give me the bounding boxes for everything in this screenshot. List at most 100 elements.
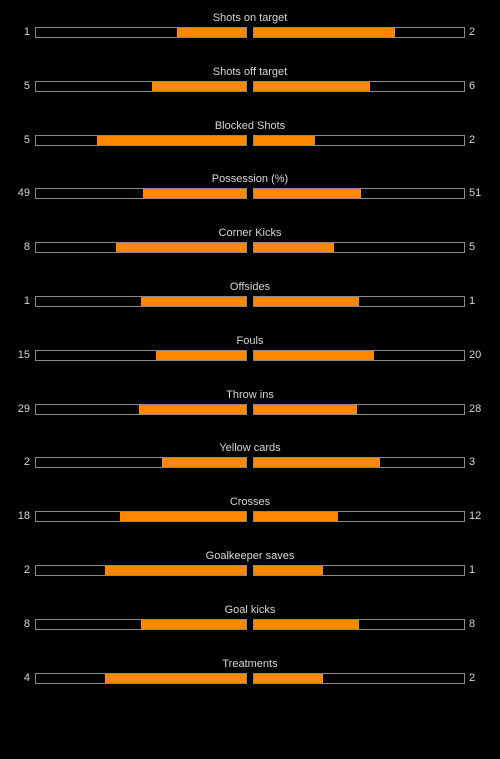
away-value: 6 [469, 79, 476, 92]
stat-row: Offsides 1 1 [0, 281, 500, 335]
stat-label: Fouls [236, 334, 264, 347]
away-bar [253, 511, 465, 523]
away-bar-fill [254, 28, 395, 37]
home-value: 29 [17, 402, 30, 415]
home-value: 1 [23, 26, 30, 38]
away-bar-fill [254, 135, 315, 145]
home-bar [35, 403, 247, 415]
stat-row: Crosses 18 12 [0, 496, 500, 550]
stat-label: Offsides [229, 280, 271, 293]
home-value: 5 [23, 79, 30, 92]
home-bar-fill [115, 243, 246, 253]
stat-row: Throw ins 29 28 [0, 389, 500, 443]
away-value: 28 [469, 402, 482, 415]
stat-row: Shots on target 1 2 [0, 12, 500, 66]
home-bar-fill [151, 81, 246, 91]
away-value: 3 [469, 456, 476, 469]
home-value: 2 [23, 563, 30, 576]
home-bar-fill [141, 296, 246, 306]
home-bar [35, 80, 247, 92]
away-bar-fill [254, 296, 359, 306]
home-bar-fill [120, 512, 246, 522]
away-bar-fill [254, 512, 338, 522]
away-value: 12 [469, 510, 482, 523]
home-bar [35, 564, 247, 576]
home-bar-fill [105, 673, 246, 683]
away-bar [253, 618, 465, 630]
away-bar-fill [254, 673, 324, 683]
away-value: 1 [469, 294, 476, 307]
home-value: 18 [17, 510, 30, 523]
stat-row: Corner Kicks 8 5 [0, 227, 500, 281]
away-bar-fill [254, 189, 362, 199]
away-bar [253, 80, 465, 92]
stat-label: Crosses [229, 496, 271, 509]
away-bar-fill [254, 565, 324, 575]
away-bar [253, 27, 465, 38]
away-bar [253, 564, 465, 576]
away-bar-fill [254, 404, 357, 414]
home-value: 8 [23, 241, 30, 254]
home-bar-fill [141, 619, 246, 629]
match-stats-panel: Shots on target 1 2 Shots off target 5 6… [0, 12, 500, 712]
stat-label: Goalkeeper saves [205, 549, 295, 562]
away-bar [253, 457, 465, 469]
home-bar-fill [155, 350, 246, 360]
away-value: 20 [469, 348, 482, 361]
stat-row: Treatments 4 2 [0, 658, 500, 712]
home-value: 4 [23, 671, 30, 684]
stat-label: Shots on target [212, 12, 288, 24]
away-bar-fill [254, 458, 380, 468]
home-bar-fill [162, 458, 246, 468]
stat-label: Corner Kicks [218, 227, 282, 240]
home-bar [35, 618, 247, 630]
home-bar [35, 511, 247, 523]
stat-row: Goalkeeper saves 2 1 [0, 550, 500, 604]
home-bar [35, 27, 247, 38]
away-bar-fill [254, 350, 374, 360]
stat-row: Shots off target 5 6 [0, 66, 500, 120]
home-bar [35, 457, 247, 469]
home-value: 8 [23, 617, 30, 630]
away-bar [253, 403, 465, 415]
away-value: 2 [469, 671, 476, 684]
home-value: 1 [23, 294, 30, 307]
away-bar [253, 672, 465, 684]
home-bar-fill [138, 404, 246, 414]
away-bar [253, 134, 465, 146]
home-value: 49 [17, 187, 30, 200]
home-bar [35, 242, 247, 254]
away-value: 51 [469, 187, 482, 200]
away-value: 8 [469, 617, 476, 630]
away-bar-fill [254, 81, 370, 91]
home-value: 5 [23, 133, 30, 146]
away-value: 5 [469, 241, 476, 254]
away-bar [253, 242, 465, 254]
stat-label: Yellow cards [219, 442, 281, 455]
home-bar [35, 295, 247, 307]
stat-label: Treatments [222, 657, 278, 670]
stat-label: Goal kicks [224, 603, 276, 616]
stat-row: Fouls 15 20 [0, 335, 500, 389]
stat-row: Blocked Shots 5 2 [0, 120, 500, 174]
home-bar [35, 134, 247, 146]
home-value: 15 [17, 348, 30, 361]
away-bar [253, 188, 465, 200]
stat-row: Yellow cards 2 3 [0, 442, 500, 496]
away-bar [253, 295, 465, 307]
home-bar [35, 188, 247, 200]
home-bar-fill [176, 28, 246, 37]
home-bar [35, 672, 247, 684]
stat-label: Throw ins [226, 388, 274, 401]
stat-row: Possession (%) 49 51 [0, 173, 500, 227]
away-bar [253, 349, 465, 361]
home-bar-fill [143, 189, 246, 199]
stat-label: Blocked Shots [214, 119, 286, 132]
stat-label: Possession (%) [211, 173, 289, 186]
away-bar-fill [254, 243, 334, 253]
away-value: 1 [469, 563, 476, 576]
home-bar-fill [96, 135, 246, 145]
home-value: 2 [23, 456, 30, 469]
stat-row: Goal kicks 8 8 [0, 604, 500, 658]
away-bar-fill [254, 619, 359, 629]
